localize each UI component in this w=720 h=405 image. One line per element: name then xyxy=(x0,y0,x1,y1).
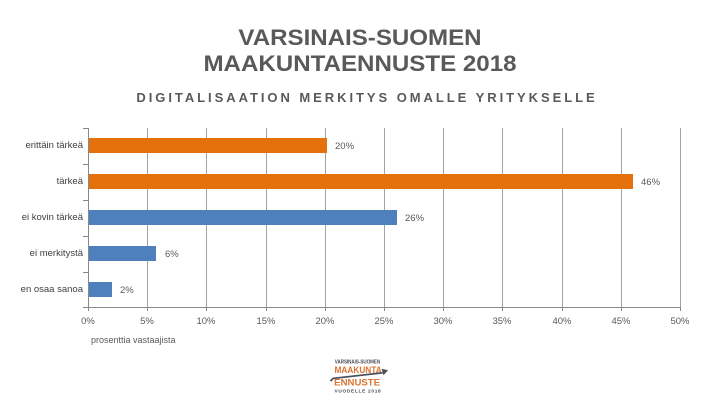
svg-text:VARSINAIS-SUOMEN: VARSINAIS-SUOMEN xyxy=(335,360,380,366)
svg-text:ENNUSTE: ENNUSTE xyxy=(334,378,380,389)
svg-text:MAAKUNTA: MAAKUNTA xyxy=(335,365,383,375)
svg-text:VUODELLE 2018: VUODELLE 2018 xyxy=(335,389,382,395)
